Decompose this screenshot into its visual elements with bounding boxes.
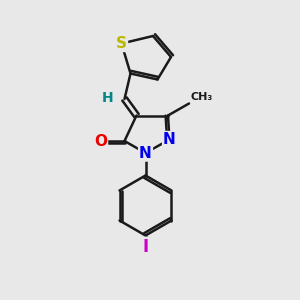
- Text: S: S: [116, 36, 127, 51]
- Text: N: N: [139, 146, 152, 160]
- Text: H: H: [102, 91, 114, 104]
- Text: I: I: [142, 238, 148, 256]
- Text: CH₃: CH₃: [190, 92, 213, 102]
- Text: O: O: [94, 134, 107, 148]
- Text: N: N: [163, 132, 176, 147]
